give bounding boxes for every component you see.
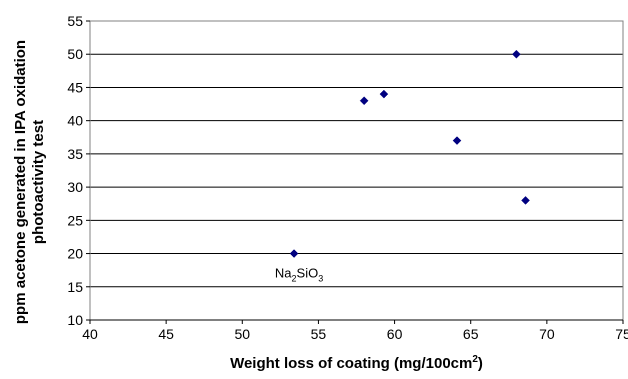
x-axis-title-main: Weight loss of coating (mg/100cm <box>230 355 472 372</box>
x-tick-label: 75 <box>615 326 628 342</box>
x-tick-label: 65 <box>463 326 479 342</box>
plot-area-frame <box>89 20 624 321</box>
point-annotation: Na2SiO3 <box>275 266 323 284</box>
data-point <box>521 196 530 205</box>
y-tick-label: 20 <box>67 246 83 262</box>
y-tick-label: 15 <box>67 279 83 295</box>
data-point <box>289 249 299 258</box>
x-tick-label: 60 <box>387 326 403 342</box>
x-axis-title: Weight loss of coating (mg/100cm2) <box>230 354 483 372</box>
y-tick-label: 10 <box>67 312 83 328</box>
y-tick-label: 50 <box>67 46 83 62</box>
x-tick-label: 45 <box>158 326 174 342</box>
annotations: Na2SiO3 <box>275 266 323 284</box>
y-tick-label: 40 <box>67 113 83 129</box>
data-point <box>452 136 462 145</box>
y-tick-label: 30 <box>67 179 83 195</box>
y-axis-ticks: 10 15 20 25 30 35 40 45 50 55 <box>67 13 90 328</box>
x-tick-label: 50 <box>234 326 250 342</box>
y-tick-label: 25 <box>67 212 83 228</box>
x-axis-title-superscript: 2 <box>472 354 478 365</box>
y-axis-title-line2: photoactivity test <box>30 120 47 244</box>
y-tick-label: 55 <box>67 13 83 29</box>
x-tick-label: 70 <box>539 326 555 342</box>
x-axis-ticks: 40 45 50 55 60 65 70 75 <box>82 319 628 342</box>
data-point <box>379 89 389 99</box>
x-tick-label: 40 <box>82 326 98 342</box>
data-point <box>512 49 521 59</box>
y-tick-label: 35 <box>67 146 83 162</box>
gridlines <box>90 20 623 321</box>
y-tick-label: 45 <box>67 79 83 95</box>
y-axis-title: ppm acetone generated in IPA oxidation p… <box>12 40 47 324</box>
x-tick-label: 55 <box>311 326 327 342</box>
x-axis-title-tail: ) <box>478 355 483 372</box>
y-axis-title-line1: ppm acetone generated in IPA oxidation <box>12 40 29 324</box>
data-points <box>289 49 530 258</box>
data-point <box>359 96 369 106</box>
